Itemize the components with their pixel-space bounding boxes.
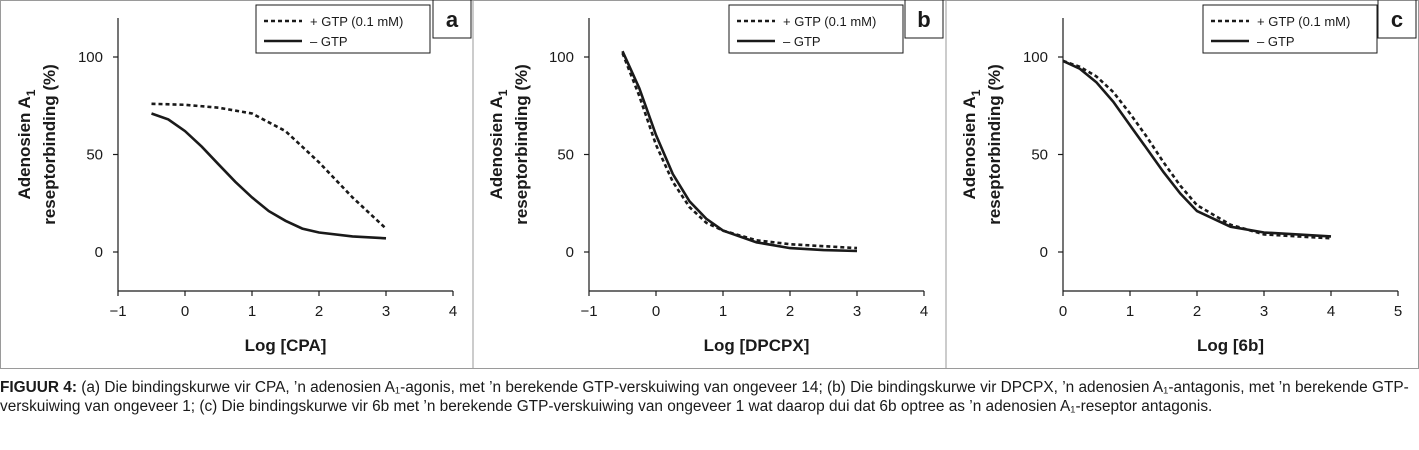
caption-text: (a) Die bindingskurwe vir CPA, ’n adenos… bbox=[0, 379, 1409, 415]
x-tick-label-a: 3 bbox=[382, 303, 390, 320]
legend-label-gtp-a: + GTP (0.1 mM) bbox=[310, 14, 403, 29]
y-axis-label-subscript: 1 bbox=[24, 89, 38, 96]
series-nogtp-line-b bbox=[621, 50, 858, 253]
y-axis-label-line2: reseptorbinding (%) bbox=[512, 64, 531, 225]
x-tick-label-a: 1 bbox=[248, 303, 256, 320]
panel-letter-b: b bbox=[917, 7, 930, 32]
x-tick-label-b: 1 bbox=[719, 303, 727, 320]
y-axis-label-b: Adenosien A1 reseptorbinding (%) bbox=[487, 64, 531, 225]
y-tick-label-c: 100 bbox=[1023, 49, 1048, 66]
y-tick-label-a: 50 bbox=[86, 147, 103, 164]
y-axis-label-a: Adenosien A1 reseptorbinding (%) bbox=[15, 64, 59, 225]
legend-label-gtp-c: + GTP (0.1 mM) bbox=[1257, 14, 1350, 29]
series-gtp-line-a bbox=[151, 102, 387, 230]
y-tick-label-c: 0 bbox=[1040, 244, 1048, 261]
x-tick-label-c: 4 bbox=[1327, 303, 1335, 320]
x-axis-label-a: Log [CPA] bbox=[245, 336, 327, 355]
figure-caption: FIGUUR 4: (a) Die bindingskurwe vir CPA,… bbox=[0, 378, 1419, 416]
x-tick-label-b: 2 bbox=[786, 303, 794, 320]
y-tick-label-c: 50 bbox=[1031, 147, 1048, 164]
legend-box-a bbox=[255, 4, 431, 54]
x-tick-label-c: 0 bbox=[1059, 303, 1067, 320]
x-tick-label-b: −1 bbox=[580, 303, 597, 320]
y-axis-label-subscript: 1 bbox=[496, 89, 510, 96]
y-axis-label-line1: Adenosien A bbox=[960, 96, 979, 199]
y-axis-label-subscript: 1 bbox=[969, 89, 983, 96]
caption-label: FIGUUR 4: bbox=[0, 379, 77, 396]
y-axis-label-line1: Adenosien A bbox=[487, 96, 506, 199]
legend-label-gtp-b: + GTP (0.1 mM) bbox=[783, 14, 876, 29]
y-axis-label-c: Adenosien A1 reseptorbinding (%) bbox=[960, 64, 1004, 225]
y-tick-label-b: 100 bbox=[549, 49, 574, 66]
x-tick-label-a: 0 bbox=[181, 303, 189, 320]
x-tick-label-a: −1 bbox=[109, 303, 126, 320]
x-tick-label-b: 3 bbox=[853, 303, 861, 320]
x-tick-label-b: 4 bbox=[920, 303, 928, 320]
x-tick-label-c: 2 bbox=[1193, 303, 1201, 320]
y-axis-label-line2: reseptorbinding (%) bbox=[985, 64, 1004, 225]
x-tick-label-b: 0 bbox=[652, 303, 660, 320]
y-tick-label-a: 0 bbox=[95, 244, 103, 261]
series-nogtp-line-c bbox=[1062, 59, 1332, 238]
x-tick-label-a: 2 bbox=[315, 303, 323, 320]
x-axis-label-b: Log [DPCPX] bbox=[704, 336, 810, 355]
legend-label-nogtp-b: – GTP bbox=[783, 34, 821, 49]
panel-letter-box-c bbox=[1377, 0, 1417, 39]
x-tick-label-a: 4 bbox=[449, 303, 457, 320]
x-tick-label-c: 1 bbox=[1126, 303, 1134, 320]
y-tick-label-b: 50 bbox=[557, 147, 574, 164]
legend-box-b bbox=[728, 4, 904, 54]
legend-box-c bbox=[1202, 4, 1378, 54]
y-tick-label-a: 100 bbox=[78, 49, 103, 66]
legend-label-nogtp-a: – GTP bbox=[310, 34, 348, 49]
series-gtp-line-b bbox=[621, 52, 858, 250]
series-gtp-line-c bbox=[1062, 59, 1332, 240]
y-axis-label-line1: Adenosien A bbox=[15, 96, 34, 199]
x-axis-label-c: Log [6b] bbox=[1197, 336, 1264, 355]
legend-label-nogtp-c: – GTP bbox=[1257, 34, 1295, 49]
x-tick-label-c: 3 bbox=[1260, 303, 1268, 320]
panel-letter-box-a bbox=[432, 0, 472, 39]
x-tick-label-c: 5 bbox=[1394, 303, 1402, 320]
panel-letter-a: a bbox=[446, 7, 459, 32]
panel-letter-box-b bbox=[904, 0, 944, 39]
y-tick-label-b: 0 bbox=[566, 244, 574, 261]
panel-letter-c: c bbox=[1391, 7, 1403, 32]
y-axis-label-line2: reseptorbinding (%) bbox=[40, 64, 59, 225]
series-nogtp-line-a bbox=[151, 112, 387, 240]
